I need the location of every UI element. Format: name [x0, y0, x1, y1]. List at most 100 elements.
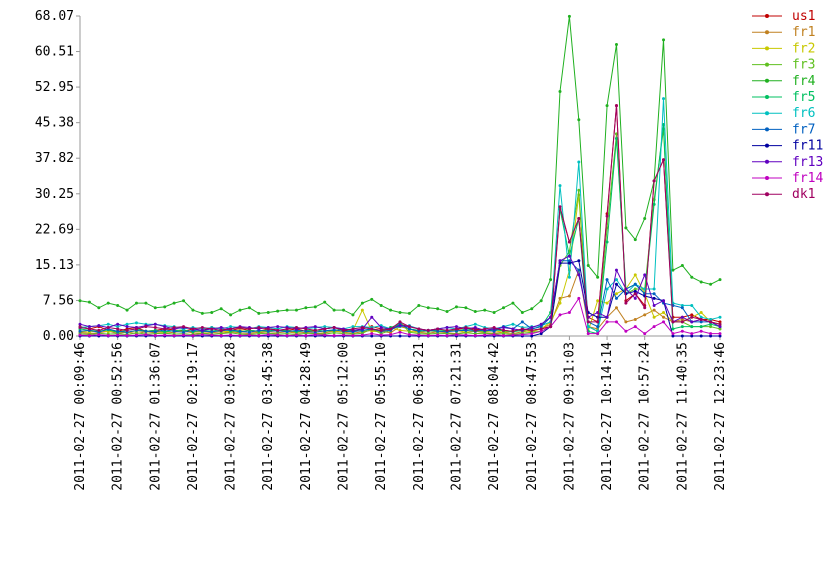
legend-marker [765, 14, 769, 18]
data-point [596, 325, 600, 329]
data-point [586, 263, 590, 267]
data-point [492, 326, 496, 330]
data-point [567, 254, 571, 258]
data-point [718, 327, 722, 331]
data-point [699, 280, 703, 284]
data-point [332, 326, 336, 330]
legend-label: fr13 [792, 155, 823, 170]
data-point [398, 320, 402, 324]
data-point [558, 90, 562, 94]
x-tick-label: 2011-02-27 08:04:42 [487, 342, 502, 491]
data-point [633, 296, 637, 300]
data-point [643, 287, 647, 291]
data-point [238, 329, 242, 333]
data-point [652, 308, 656, 312]
data-point [680, 306, 684, 310]
data-point [709, 318, 713, 322]
data-point [172, 301, 176, 305]
data-point [436, 307, 440, 311]
data-point [342, 308, 346, 312]
data-point [605, 301, 609, 305]
data-point [417, 329, 421, 333]
data-point [614, 137, 618, 141]
data-point [351, 325, 355, 329]
data-point [520, 327, 524, 331]
data-point [624, 301, 628, 305]
data-point [323, 325, 327, 329]
data-point [662, 299, 666, 303]
data-point [652, 296, 656, 300]
data-point [116, 329, 120, 333]
data-point [294, 308, 298, 312]
data-point [182, 325, 186, 329]
data-point [285, 330, 289, 334]
data-point [539, 322, 543, 326]
data-point [379, 326, 383, 330]
data-point [671, 327, 675, 331]
data-point [323, 327, 327, 331]
data-point [511, 329, 515, 333]
data-point [153, 334, 157, 338]
x-tick-label: 2011-02-27 00:52:56 [111, 342, 126, 491]
data-point [464, 333, 468, 337]
data-point [238, 334, 242, 338]
data-point [426, 306, 430, 310]
data-point [304, 329, 308, 333]
data-point [530, 334, 534, 338]
data-point [134, 321, 138, 325]
data-point [285, 327, 289, 331]
data-point [671, 334, 675, 338]
data-point [558, 301, 562, 305]
legend-marker [765, 192, 769, 197]
data-point [558, 184, 562, 188]
data-point [680, 329, 684, 333]
x-tick-label: 2011-02-27 10:14:14 [600, 342, 615, 491]
data-point [97, 328, 101, 332]
data-point [577, 160, 581, 164]
data-point [144, 301, 148, 305]
data-point [172, 326, 176, 330]
data-point [454, 333, 458, 337]
data-point [680, 325, 684, 329]
data-point [219, 334, 223, 338]
data-point [78, 326, 82, 330]
data-point [614, 268, 618, 272]
data-point [530, 326, 534, 330]
data-point [247, 306, 251, 310]
data-point [125, 322, 129, 326]
data-point [445, 310, 449, 314]
data-point [596, 332, 600, 336]
series-line [79, 105, 721, 332]
x-tick-label: 2011-02-27 01:36:07 [148, 342, 163, 491]
data-point [134, 327, 138, 331]
data-point [398, 330, 402, 334]
data-point [78, 333, 82, 337]
data-point [671, 268, 675, 272]
data-point [144, 329, 148, 333]
y-tick-label: 52.95 [35, 80, 74, 95]
data-point [652, 325, 656, 329]
data-point [567, 310, 571, 314]
data-point [680, 334, 684, 338]
data-point [323, 300, 327, 304]
data-point [633, 273, 637, 277]
data-point [360, 333, 364, 337]
data-point [511, 333, 515, 337]
data-point [680, 315, 684, 319]
data-point [699, 318, 703, 322]
data-point [549, 278, 553, 282]
data-point [313, 328, 317, 332]
data-point [614, 282, 618, 286]
data-point [680, 320, 684, 324]
data-point [605, 278, 609, 282]
data-point [633, 318, 637, 322]
data-point [530, 328, 534, 332]
data-point [709, 334, 713, 338]
data-point [257, 326, 261, 330]
x-tick-label: 2011-02-27 08:47:53 [525, 342, 540, 491]
data-point [614, 132, 618, 136]
data-point [407, 325, 411, 329]
x-tick-label: 2011-02-27 03:45:38 [261, 342, 276, 491]
data-point [464, 306, 468, 310]
data-point [718, 320, 722, 324]
